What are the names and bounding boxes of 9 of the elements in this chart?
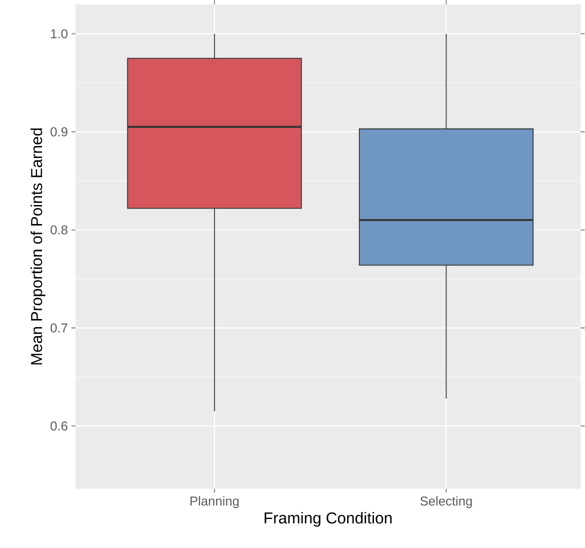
y-tick-label: 1.0: [51, 29, 68, 38]
y-tick-label: 0.8: [50, 225, 68, 234]
y-tick-label: 0.6: [50, 421, 68, 430]
x-axis-title: Framing Condition: [264, 512, 392, 527]
y-axis-title: Mean Proportion of Points Earned: [30, 128, 46, 364]
x-tick-label: Planning: [190, 496, 239, 508]
y-tick-label: 0.7: [50, 323, 68, 332]
x-tick-label: Selecting: [420, 496, 472, 508]
y-tick-label: 0.9: [50, 127, 68, 136]
